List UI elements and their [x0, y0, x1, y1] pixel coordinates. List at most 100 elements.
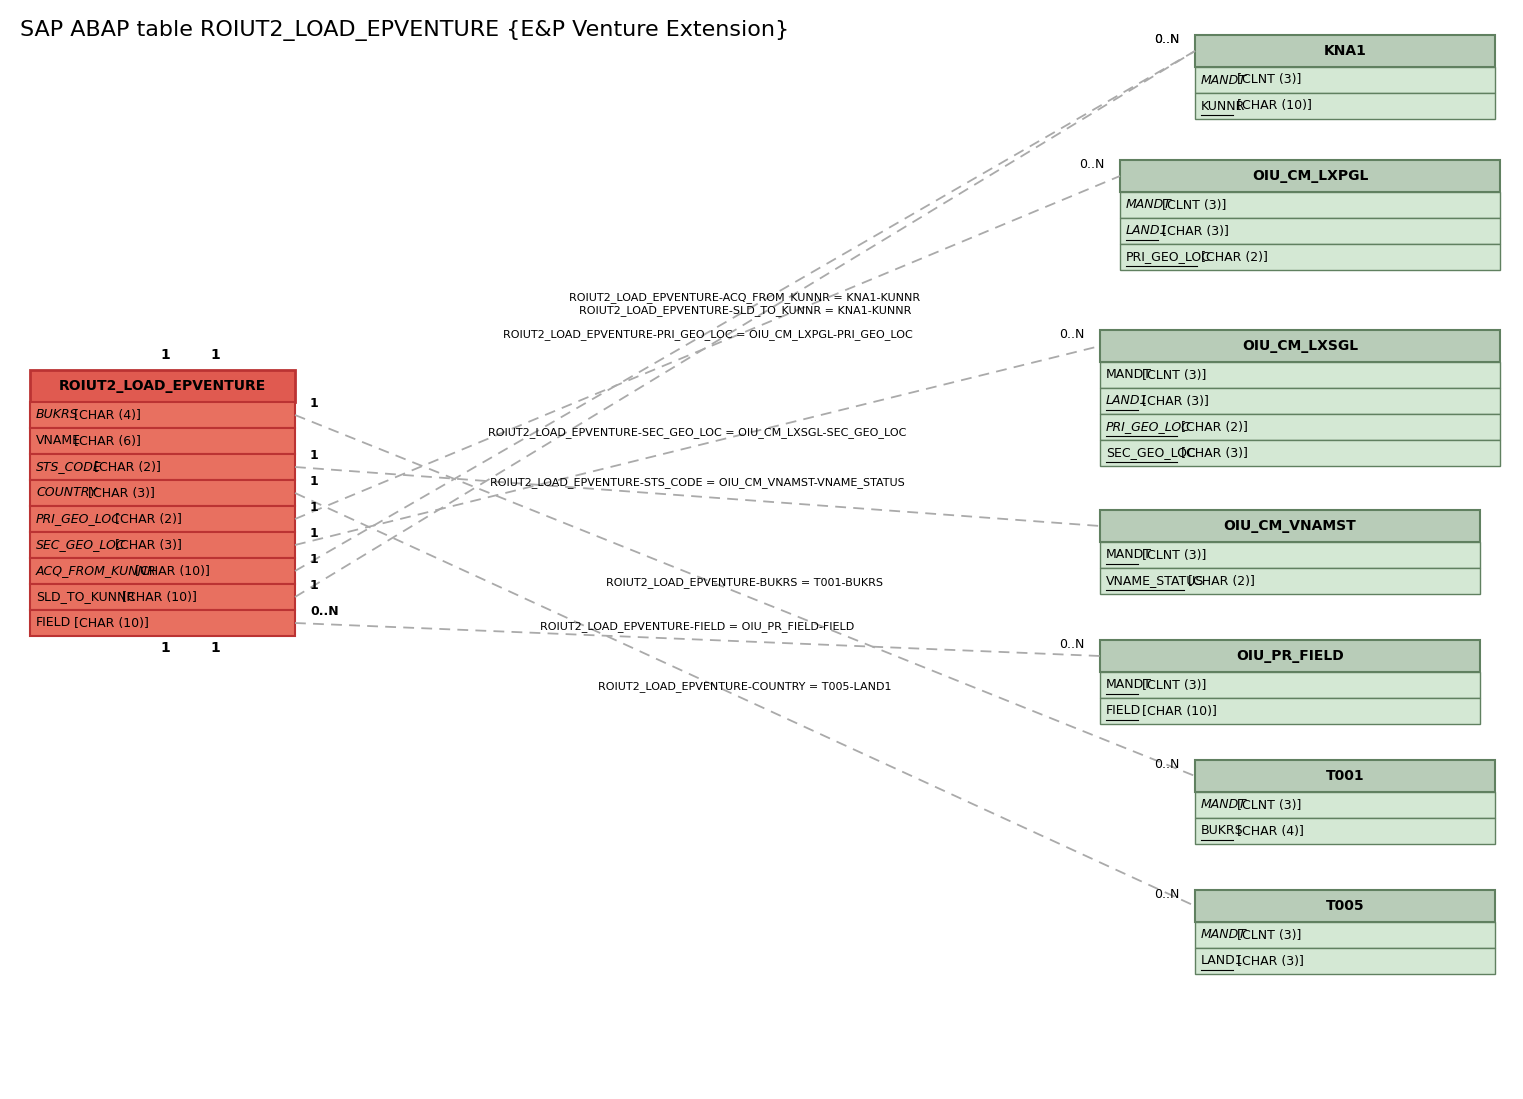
Text: ROIUT2_LOAD_EPVENTURE-BUKRS = T001-BUKRS: ROIUT2_LOAD_EPVENTURE-BUKRS = T001-BUKRS: [606, 577, 883, 588]
FancyBboxPatch shape: [1196, 67, 1496, 93]
FancyBboxPatch shape: [30, 480, 295, 506]
Text: ROIUT2_LOAD_EPVENTURE-SEC_GEO_LOC = OIU_CM_LXSGL-SEC_GEO_LOC: ROIUT2_LOAD_EPVENTURE-SEC_GEO_LOC = OIU_…: [489, 426, 906, 437]
FancyBboxPatch shape: [1196, 35, 1496, 67]
Text: KUNNR: KUNNR: [1202, 100, 1246, 112]
Text: [CHAR (3)]: [CHAR (3)]: [84, 487, 154, 500]
Text: 1: 1: [311, 579, 318, 592]
Text: PRI_GEO_LOC: PRI_GEO_LOC: [1106, 421, 1191, 433]
Text: OIU_CM_LXPGL: OIU_CM_LXPGL: [1252, 169, 1368, 184]
Text: ROIUT2_LOAD_EPVENTURE-ACQ_FROM_KUNNR = KNA1-KUNNR: ROIUT2_LOAD_EPVENTURE-ACQ_FROM_KUNNR = K…: [570, 292, 920, 303]
Text: 0..N: 0..N: [1060, 639, 1084, 651]
FancyBboxPatch shape: [1100, 414, 1500, 440]
FancyBboxPatch shape: [30, 428, 295, 454]
FancyBboxPatch shape: [1119, 192, 1500, 218]
Text: OIU_PR_FIELD: OIU_PR_FIELD: [1237, 650, 1343, 663]
Text: [CHAR (3)]: [CHAR (3)]: [1177, 446, 1249, 459]
FancyBboxPatch shape: [1100, 388, 1500, 414]
Text: MANDT: MANDT: [1202, 74, 1247, 87]
Text: FIELD: FIELD: [1106, 704, 1141, 718]
Text: LAND1: LAND1: [1202, 955, 1244, 967]
Text: [CHAR (3)]: [CHAR (3)]: [1139, 395, 1209, 408]
FancyBboxPatch shape: [1196, 792, 1496, 818]
Text: 0..N: 0..N: [1154, 758, 1180, 771]
FancyBboxPatch shape: [1196, 922, 1496, 948]
FancyBboxPatch shape: [30, 506, 295, 532]
Text: [CLNT (3)]: [CLNT (3)]: [1234, 929, 1302, 942]
FancyBboxPatch shape: [30, 402, 295, 428]
Text: ROIUT2_LOAD_EPVENTURE-FIELD = OIU_PR_FIELD-FIELD: ROIUT2_LOAD_EPVENTURE-FIELD = OIU_PR_FIE…: [541, 621, 854, 632]
Text: [CHAR (6)]: [CHAR (6)]: [70, 434, 140, 447]
FancyBboxPatch shape: [1100, 542, 1480, 568]
Text: [CHAR (3)]: [CHAR (3)]: [1159, 224, 1229, 237]
Text: [CHAR (2)]: [CHAR (2)]: [1197, 251, 1269, 264]
Text: [CLNT (3)]: [CLNT (3)]: [1139, 678, 1206, 691]
Text: [CHAR (10)]: [CHAR (10)]: [70, 617, 149, 630]
FancyBboxPatch shape: [1100, 362, 1500, 388]
Text: 0..N: 0..N: [1060, 328, 1084, 341]
FancyBboxPatch shape: [30, 584, 295, 610]
FancyBboxPatch shape: [1196, 761, 1496, 792]
FancyBboxPatch shape: [1196, 948, 1496, 974]
Text: SEC_GEO_LOC: SEC_GEO_LOC: [37, 539, 125, 552]
Text: 1: 1: [210, 348, 219, 362]
FancyBboxPatch shape: [30, 454, 295, 480]
Text: 1: 1: [160, 348, 171, 362]
Text: 1: 1: [311, 397, 318, 410]
Text: OIU_CM_LXSGL: OIU_CM_LXSGL: [1241, 338, 1359, 353]
Text: PRI_GEO_LOC: PRI_GEO_LOC: [1125, 251, 1211, 264]
Text: FIELD: FIELD: [37, 617, 72, 630]
Text: 0..N: 0..N: [1154, 33, 1180, 46]
Text: [CLNT (3)]: [CLNT (3)]: [1234, 799, 1302, 811]
Text: BUKRS: BUKRS: [37, 409, 79, 422]
Text: ROIUT2_LOAD_EPVENTURE: ROIUT2_LOAD_EPVENTURE: [59, 379, 267, 393]
FancyBboxPatch shape: [1100, 568, 1480, 593]
FancyBboxPatch shape: [1100, 640, 1480, 671]
FancyBboxPatch shape: [1196, 890, 1496, 922]
Text: ROIUT2_LOAD_EPVENTURE-COUNTRY = T005-LAND1: ROIUT2_LOAD_EPVENTURE-COUNTRY = T005-LAN…: [599, 680, 892, 691]
FancyBboxPatch shape: [1119, 218, 1500, 244]
Text: ROIUT2_LOAD_EPVENTURE-PRI_GEO_LOC = OIU_CM_LXPGL-PRI_GEO_LOC: ROIUT2_LOAD_EPVENTURE-PRI_GEO_LOC = OIU_…: [503, 329, 912, 340]
Text: 1: 1: [311, 553, 318, 566]
Text: LAND1: LAND1: [1125, 224, 1168, 237]
Text: [CHAR (2)]: [CHAR (2)]: [111, 512, 181, 525]
Text: PRI_GEO_LOC: PRI_GEO_LOC: [37, 512, 120, 525]
Text: ROIUT2_LOAD_EPVENTURE-STS_CODE = OIU_CM_VNAMST-VNAME_STATUS: ROIUT2_LOAD_EPVENTURE-STS_CODE = OIU_CM_…: [490, 478, 905, 488]
Text: [CHAR (3)]: [CHAR (3)]: [111, 539, 181, 552]
Text: ROIUT2_LOAD_EPVENTURE-SLD_TO_KUNNR = KNA1-KUNNR: ROIUT2_LOAD_EPVENTURE-SLD_TO_KUNNR = KNA…: [579, 306, 911, 317]
Text: 1: 1: [311, 528, 318, 540]
FancyBboxPatch shape: [30, 610, 295, 636]
Text: MANDT: MANDT: [1202, 929, 1247, 942]
Text: VNAME: VNAME: [37, 434, 81, 447]
Text: 0..N: 0..N: [1080, 158, 1106, 171]
Text: [CHAR (10)]: [CHAR (10)]: [131, 565, 210, 577]
FancyBboxPatch shape: [1119, 244, 1500, 270]
Text: [CHAR (10)]: [CHAR (10)]: [117, 590, 196, 603]
Text: [CLNT (3)]: [CLNT (3)]: [1139, 548, 1206, 562]
Text: BUKRS: BUKRS: [1202, 824, 1244, 837]
Text: COUNTRY: COUNTRY: [37, 487, 97, 500]
FancyBboxPatch shape: [30, 558, 295, 584]
Text: [CHAR (10)]: [CHAR (10)]: [1139, 704, 1217, 718]
FancyBboxPatch shape: [1196, 93, 1496, 119]
Text: 1: 1: [311, 501, 318, 514]
Text: 0..N: 0..N: [1154, 888, 1180, 901]
Text: 1: 1: [210, 641, 219, 655]
Text: LAND1: LAND1: [1106, 395, 1148, 408]
Text: [CHAR (2)]: [CHAR (2)]: [1177, 421, 1249, 433]
Text: [CHAR (10)]: [CHAR (10)]: [1234, 100, 1313, 112]
Text: MANDT: MANDT: [1202, 799, 1247, 811]
Text: [CHAR (3)]: [CHAR (3)]: [1234, 955, 1304, 967]
Text: MANDT: MANDT: [1106, 368, 1151, 381]
Text: [CHAR (4)]: [CHAR (4)]: [1234, 824, 1304, 837]
Text: OIU_CM_VNAMST: OIU_CM_VNAMST: [1223, 519, 1357, 533]
FancyBboxPatch shape: [1100, 671, 1480, 698]
Text: STS_CODE: STS_CODE: [37, 460, 102, 474]
Text: [CHAR (2)]: [CHAR (2)]: [1183, 575, 1255, 588]
Text: MANDT: MANDT: [1125, 199, 1171, 211]
Text: MANDT: MANDT: [1106, 548, 1151, 562]
Text: 1: 1: [311, 449, 318, 462]
Text: [CHAR (2)]: [CHAR (2)]: [90, 460, 161, 474]
Text: VNAME_STATUS: VNAME_STATUS: [1106, 575, 1205, 588]
FancyBboxPatch shape: [1100, 698, 1480, 724]
FancyBboxPatch shape: [1196, 818, 1496, 844]
